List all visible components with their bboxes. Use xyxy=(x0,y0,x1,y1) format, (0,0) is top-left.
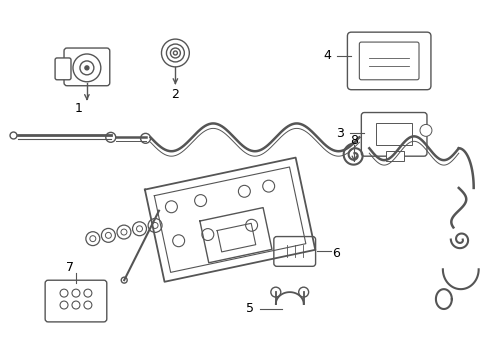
Circle shape xyxy=(86,232,100,246)
Circle shape xyxy=(172,235,185,247)
Circle shape xyxy=(117,225,131,239)
Circle shape xyxy=(148,219,162,233)
Circle shape xyxy=(271,287,281,297)
Circle shape xyxy=(141,133,150,143)
Text: 1: 1 xyxy=(75,102,83,115)
FancyBboxPatch shape xyxy=(45,280,107,322)
Text: 4: 4 xyxy=(323,49,332,63)
Text: 8: 8 xyxy=(350,134,358,147)
Circle shape xyxy=(299,287,309,297)
FancyBboxPatch shape xyxy=(64,48,110,86)
Circle shape xyxy=(73,54,101,82)
Text: 7: 7 xyxy=(66,261,74,274)
Circle shape xyxy=(239,185,250,197)
Circle shape xyxy=(137,226,143,232)
Circle shape xyxy=(121,277,127,283)
FancyBboxPatch shape xyxy=(361,113,427,156)
Circle shape xyxy=(152,222,158,229)
Text: 5: 5 xyxy=(246,302,254,315)
Circle shape xyxy=(420,125,432,136)
FancyBboxPatch shape xyxy=(55,58,71,80)
Circle shape xyxy=(195,195,207,207)
Circle shape xyxy=(166,201,177,213)
Circle shape xyxy=(60,301,68,309)
Text: 6: 6 xyxy=(333,247,341,260)
Text: 2: 2 xyxy=(172,88,179,101)
FancyBboxPatch shape xyxy=(347,32,431,90)
Circle shape xyxy=(202,229,214,240)
Circle shape xyxy=(80,61,94,75)
Circle shape xyxy=(101,228,115,242)
Circle shape xyxy=(60,289,68,297)
Bar xyxy=(386,151,404,161)
Circle shape xyxy=(105,233,111,238)
Circle shape xyxy=(72,301,80,309)
FancyBboxPatch shape xyxy=(359,42,419,80)
Circle shape xyxy=(84,289,92,297)
Circle shape xyxy=(121,229,127,235)
Text: 3: 3 xyxy=(337,127,344,140)
FancyBboxPatch shape xyxy=(274,237,316,266)
Circle shape xyxy=(85,66,89,70)
Circle shape xyxy=(263,180,275,192)
Circle shape xyxy=(133,222,147,236)
Bar xyxy=(376,123,412,145)
Circle shape xyxy=(84,301,92,309)
Circle shape xyxy=(106,132,116,142)
Circle shape xyxy=(90,236,96,242)
Circle shape xyxy=(72,289,80,297)
Circle shape xyxy=(245,219,258,231)
